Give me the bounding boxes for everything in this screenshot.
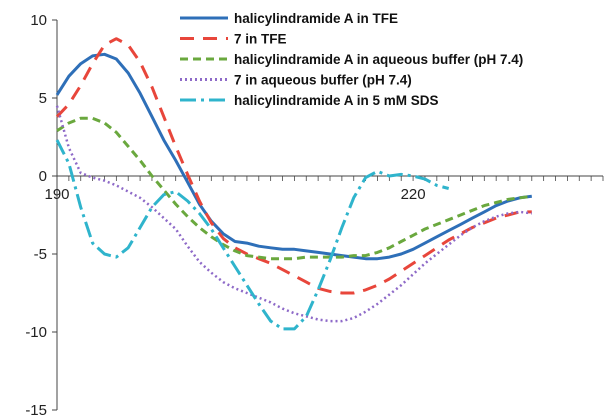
y-tick-labels: 10 5 0 -5 -10 -15 (25, 12, 57, 419)
series-line-2 (55, 37, 532, 295)
x-tick-label: 190 (44, 186, 69, 203)
series-line-5 (55, 139, 450, 331)
y-tick-label: 0 (39, 168, 47, 185)
legend-label-1: halicylindramide A in TFE (234, 11, 398, 26)
legend-label-2: 7 in TFE (234, 32, 287, 47)
y-tick-label: -5 (34, 246, 47, 263)
series-line-1 (55, 52, 532, 261)
y-tick-label: 10 (30, 12, 47, 29)
series-line-4 (55, 105, 532, 323)
legend: halicylindramide A in TFE 7 in TFE halicyl… (180, 11, 523, 108)
series-line-3 (56, 116, 532, 261)
y-tick-label: 5 (39, 90, 47, 107)
legend-label-5: halicylindramide A in 5 mM SDS (234, 93, 439, 108)
y-tick-label: -15 (25, 402, 47, 419)
series-lines (55, 37, 532, 331)
legend-label-3: halicylindramide A in aqueous buffer (pH… (234, 52, 523, 67)
legend-label-4: 7 in aqueous buffer (pH 7.4) (234, 73, 412, 88)
x-tick-labels: 190 220 (44, 176, 604, 203)
x-tick-label: 220 (401, 186, 426, 203)
y-tick-label: -10 (25, 324, 47, 341)
